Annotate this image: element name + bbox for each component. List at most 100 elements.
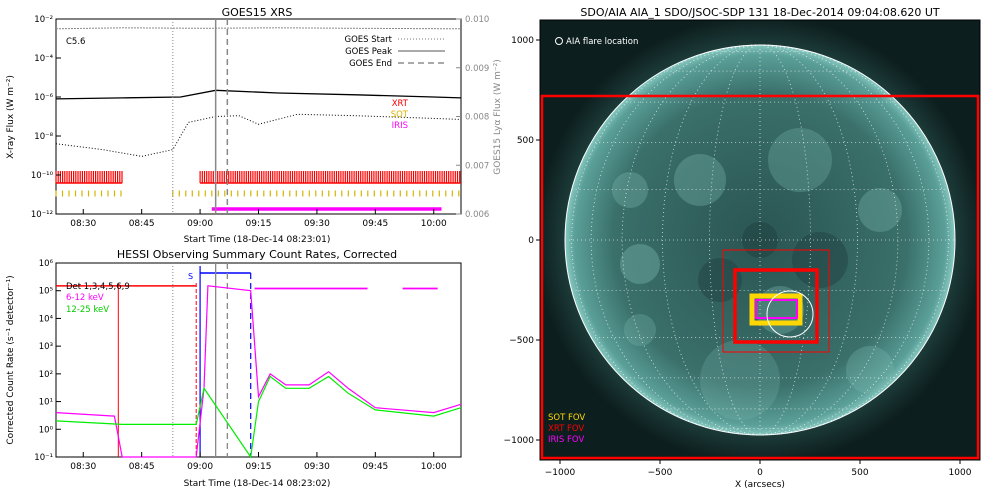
goes-y2-ticks: 0.006 0.007 0.008 0.009 0.010 bbox=[456, 15, 489, 220]
x-tick-label: 09:45 bbox=[362, 462, 388, 472]
solar-limb bbox=[564, 44, 956, 436]
legend-iris-fov: IRIS FOV bbox=[548, 435, 584, 445]
xrt-fov-large-box bbox=[540, 94, 980, 460]
x-tick-label: 09:45 bbox=[362, 219, 388, 229]
disk-bright-region bbox=[846, 346, 894, 394]
sot-coverage bbox=[55, 190, 460, 197]
flare-location-legend-label: AIA flare location bbox=[566, 37, 638, 47]
y-tick-label: 10⁻¹² bbox=[31, 210, 53, 220]
y-tick-label: −1000 bbox=[504, 436, 535, 446]
legend-goes-start: GOES Start bbox=[344, 35, 392, 45]
x-tick-label: −500 bbox=[648, 468, 673, 478]
x-tick-label: 1000 bbox=[949, 468, 972, 478]
y-tick-label: 10⁵ bbox=[39, 287, 53, 297]
goes-x-axis-label: Start Time (18-Dec-14 08:23:01) bbox=[184, 235, 331, 245]
x-tick-label: 09:30 bbox=[304, 219, 330, 229]
x-tick-label: −1000 bbox=[545, 468, 576, 478]
legend-sot: SOT bbox=[391, 110, 409, 120]
y-tick-label: 10⁴ bbox=[39, 314, 54, 324]
aia-image-title: SDO/AIA AIA_1 SDO/JSOC-SDP 131 18-Dec-20… bbox=[580, 6, 939, 19]
y-tick-label: 10⁶ bbox=[39, 259, 54, 269]
disk-bright-region bbox=[674, 154, 726, 206]
goes-y-ticks: 10⁻¹² 10⁻¹⁰ 10⁻⁸ 10⁻⁶ 10⁻⁴ 10⁻² bbox=[31, 15, 61, 220]
hessi-y-axis-label: Corrected Count Rate (s⁻¹ detector⁻¹) bbox=[6, 275, 16, 444]
hessi-chart-title: HESSI Observing Summary Count Rates, Cor… bbox=[117, 248, 397, 261]
hessi-x-ticks: 08:30 08:45 09:00 09:15 09:30 09:45 10:00 bbox=[70, 452, 447, 472]
disk-bright-region bbox=[858, 188, 902, 232]
legend-sot-fov: SOT FOV bbox=[548, 413, 585, 423]
xrt-coverage bbox=[55, 171, 461, 183]
y-tick-label: 10¹ bbox=[39, 398, 53, 408]
flare-location-legend-icon bbox=[555, 37, 563, 45]
x-tick-label: 08:45 bbox=[129, 462, 155, 472]
disk-bright-region bbox=[700, 340, 780, 420]
disk-dark-region bbox=[698, 258, 742, 302]
y2-tick-label: 0.008 bbox=[465, 113, 489, 123]
longitude-line bbox=[662, 44, 761, 436]
legend-6-12-kev: 6-12 keV bbox=[66, 293, 104, 303]
disk-bright-region bbox=[624, 314, 656, 346]
y-tick-label: 10⁻⁴ bbox=[34, 54, 53, 64]
iris-fov-box bbox=[755, 299, 798, 319]
hessi-marker-s: S bbox=[188, 272, 193, 281]
legend-xrt: XRT bbox=[392, 99, 409, 109]
hessi-12-25-kev-line bbox=[55, 375, 462, 459]
legend-xrt-fov: XRT FOV bbox=[548, 424, 584, 434]
aia-panel: SDO/AIA AIA_1 SDO/JSOC-SDP 131 18-Dec-20… bbox=[504, 6, 981, 490]
x-tick-label: 09:00 bbox=[187, 219, 213, 229]
y-tick-label: 1000 bbox=[511, 36, 534, 46]
y-tick-label: 500 bbox=[517, 136, 534, 146]
y-tick-label: −500 bbox=[509, 336, 534, 346]
goes-legend: GOES Start GOES Peak GOES End XRT SOT IR… bbox=[344, 35, 445, 131]
y-tick-label: 10⁻⁶ bbox=[34, 93, 53, 103]
y-tick-label: 10⁻¹ bbox=[34, 453, 53, 463]
y2-tick-label: 0.010 bbox=[465, 15, 489, 25]
y-tick-label: 10² bbox=[39, 370, 53, 380]
x-tick-label: 10:00 bbox=[421, 219, 447, 229]
xrt-fov-box bbox=[733, 268, 819, 344]
x-tick-label: 09:00 bbox=[187, 462, 213, 472]
aia-flare-location-legend: AIA flare location bbox=[555, 37, 638, 47]
goes-plot-content bbox=[55, 19, 462, 214]
goes-y-axis-label: X-ray Flux (W m⁻²) bbox=[6, 75, 16, 159]
hessi-x-axis-label: Start Time (18-Dec-14 08:23:02) bbox=[184, 479, 331, 489]
y-tick-label: 10⁻⁸ bbox=[34, 132, 53, 142]
goes-x-ticks: 08:30 08:45 09:00 09:15 09:30 09:45 10:00 bbox=[70, 209, 447, 229]
legend-goes-end: GOES End bbox=[349, 59, 392, 69]
solar-disk-features bbox=[612, 128, 902, 420]
disk-dark-region bbox=[742, 222, 778, 258]
x-tick-label: 08:45 bbox=[129, 219, 155, 229]
fov-boxes bbox=[540, 94, 980, 460]
solar-disk bbox=[565, 45, 955, 435]
x-tick-label: 09:15 bbox=[246, 219, 272, 229]
x-tick-label: 08:30 bbox=[70, 219, 96, 229]
y2-tick-label: 0.007 bbox=[465, 161, 489, 171]
hessi-y-ticks: 10⁻¹ 10⁰ 10¹ 10² 10³ 10⁴ 10⁵ 10⁶ bbox=[34, 259, 61, 463]
disk-bright-region bbox=[612, 172, 648, 208]
disk-bright-region bbox=[768, 128, 832, 192]
x-tick-label: 09:15 bbox=[246, 462, 272, 472]
goes-short-channel-line bbox=[55, 113, 462, 157]
x-tick-label: 0 bbox=[757, 468, 763, 478]
longitude-line bbox=[571, 44, 761, 436]
longitude-line bbox=[759, 44, 858, 436]
legend-goes-peak: GOES Peak bbox=[345, 47, 392, 57]
goes-chart-title: GOES15 XRS bbox=[222, 6, 293, 19]
y-tick-label: 10³ bbox=[39, 342, 53, 352]
x-tick-label: 500 bbox=[851, 468, 868, 478]
aia-y-ticks: −1000 −500 0 500 1000 bbox=[504, 36, 540, 446]
legend-iris: IRIS bbox=[392, 121, 408, 131]
hessi-legend: Det 1,3,4,5,6,9 6-12 keV 12-25 keV bbox=[66, 282, 130, 315]
heliographic-grid bbox=[565, 44, 955, 436]
x-tick-label: 10:00 bbox=[421, 462, 447, 472]
y-tick-label: 10⁻² bbox=[34, 15, 53, 25]
legend-12-25-kev: 12-25 keV bbox=[66, 305, 109, 315]
hessi-plot-content bbox=[55, 263, 462, 459]
hessi-6-12-kev-line bbox=[55, 285, 462, 458]
y2-tick-label: 0.009 bbox=[465, 64, 489, 74]
x-tick-label: 09:30 bbox=[304, 462, 330, 472]
goes-long-channel-line bbox=[55, 89, 462, 100]
context-fov-box bbox=[722, 249, 830, 353]
disk-bright-region bbox=[620, 244, 660, 284]
